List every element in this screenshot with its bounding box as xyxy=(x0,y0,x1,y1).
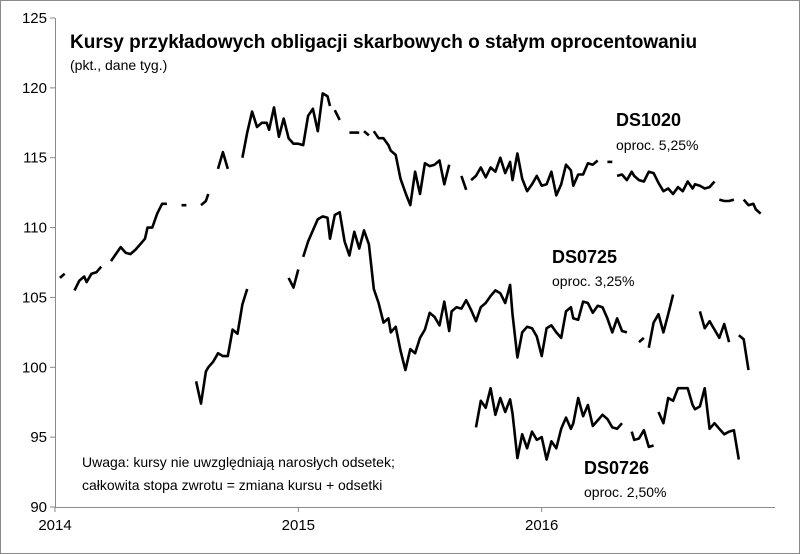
series-ds0726 xyxy=(474,386,741,461)
series-line-ds1020 xyxy=(742,198,762,215)
series-line-ds1020 xyxy=(470,152,599,197)
series-line-ds0725 xyxy=(194,288,249,405)
series-line-ds1020 xyxy=(616,170,716,196)
series-line-ds0725 xyxy=(647,294,675,348)
series-line-ds1020 xyxy=(200,193,210,207)
note-line-1: Uwaga: kursy nie uwzględniają narosłych … xyxy=(82,454,395,470)
series-line-ds1020 xyxy=(333,109,341,121)
series-line-ds1020 xyxy=(59,272,66,279)
x-tick-label: 2015 xyxy=(282,517,315,534)
label-ds0725-name: DS0725 xyxy=(552,247,617,267)
chart-subtitle: (pkt., dane tyg.) xyxy=(70,57,167,73)
series-line-ds1020 xyxy=(216,150,230,170)
series-line-ds0726 xyxy=(474,386,623,461)
label-ds0726-name: DS0726 xyxy=(584,458,649,478)
series-line-ds1020 xyxy=(363,130,370,137)
x-tick-label: 2016 xyxy=(525,517,558,534)
series-line-ds1020 xyxy=(109,202,167,262)
series-line-ds0726 xyxy=(630,428,654,449)
series-line-ds0725 xyxy=(638,336,645,344)
y-tick-label: 105 xyxy=(22,289,47,306)
label-ds1020-name: DS1020 xyxy=(616,110,681,130)
y-tick-label: 95 xyxy=(30,429,47,446)
series-line-ds1020 xyxy=(460,175,468,191)
series-line-ds0725 xyxy=(698,311,731,343)
label-ds1020-note: oproc. 5,25% xyxy=(616,137,699,153)
series-line-ds0725 xyxy=(301,210,628,372)
y-tick-label: 120 xyxy=(22,80,47,97)
series-line-ds1020 xyxy=(73,265,103,291)
y-tick-label: 125 xyxy=(22,10,47,27)
series-ds1020 xyxy=(59,92,762,291)
chart-title: Kursy przykładowych obligacji skarbowych… xyxy=(70,32,697,53)
series-line-ds1020 xyxy=(718,198,735,203)
series-line-ds1020 xyxy=(241,92,332,158)
y-ticks: 90 95 100 105 110 115 120 125 xyxy=(22,10,55,516)
x-tick-label: 2014 xyxy=(38,517,71,534)
series-line-ds0725 xyxy=(287,269,300,289)
series-line-ds0725 xyxy=(737,334,750,371)
y-tick-label: 110 xyxy=(23,220,47,237)
series-ds0725 xyxy=(194,210,750,405)
label-ds0725-note: oproc. 3,25% xyxy=(552,273,635,289)
series-group xyxy=(59,92,762,461)
x-ticks: 2014 2015 2016 xyxy=(38,507,558,534)
label-ds0726-note: oproc. 2,50% xyxy=(584,484,667,500)
y-tick-label: 115 xyxy=(23,150,47,167)
series-line-ds1020 xyxy=(372,130,451,207)
y-tick-label: 100 xyxy=(22,359,47,376)
note-line-2: całkowita stopa zwrotu = zmiana kursu + … xyxy=(82,477,382,493)
series-line-ds0726 xyxy=(657,386,741,460)
y-tick-label: 90 xyxy=(30,499,47,516)
